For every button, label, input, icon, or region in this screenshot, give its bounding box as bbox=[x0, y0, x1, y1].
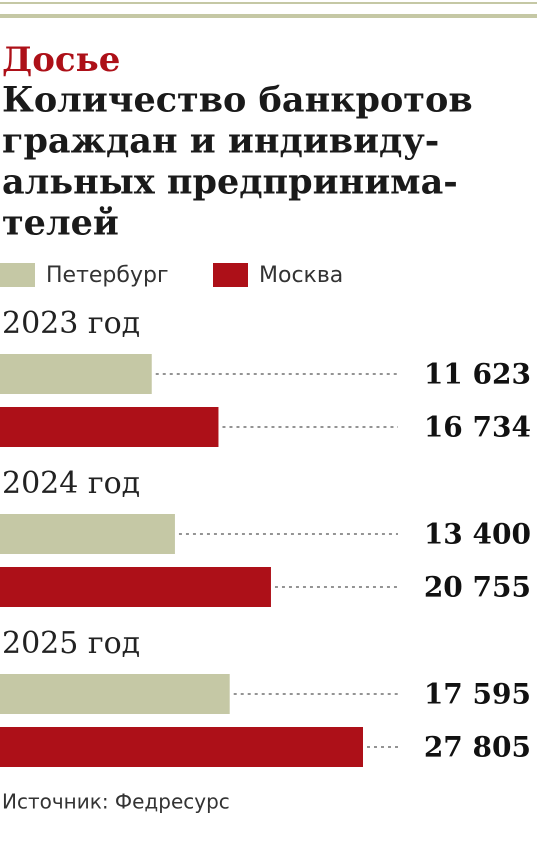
category-label: 2024 год bbox=[2, 466, 140, 501]
bar bbox=[0, 514, 175, 554]
legend-swatch bbox=[0, 263, 35, 287]
bar bbox=[0, 354, 152, 394]
plot: 2023 год 11 623 16 734 2024 год 13 400 20 755… bbox=[0, 306, 531, 767]
top-rule bbox=[0, 14, 537, 18]
title-line: граждан и индивиду- bbox=[2, 121, 439, 162]
value-label: 20 755 bbox=[424, 571, 531, 604]
title-line: альных предпринима- bbox=[2, 162, 458, 203]
bar bbox=[0, 727, 363, 767]
bar bbox=[0, 407, 219, 447]
legend-label: Петербург bbox=[46, 263, 169, 288]
source: Источник: Федресурс bbox=[2, 790, 230, 814]
value-label: 16 734 bbox=[424, 411, 531, 444]
value-label: 27 805 bbox=[424, 731, 531, 764]
value-label: 17 595 bbox=[424, 678, 531, 711]
category-label: 2023 год bbox=[2, 306, 140, 341]
value-label: 11 623 bbox=[424, 358, 531, 391]
legend-swatch bbox=[213, 263, 248, 287]
title-line: телей bbox=[2, 203, 119, 244]
subtitle: Досье bbox=[2, 40, 120, 80]
category-label: 2025 год bbox=[2, 626, 140, 661]
value-label: 13 400 bbox=[424, 518, 531, 551]
title-line: Количество банкротов bbox=[2, 80, 473, 121]
bar bbox=[0, 567, 271, 607]
bar bbox=[0, 674, 230, 714]
top-rule bbox=[0, 2, 537, 4]
legend-label: Москва bbox=[259, 263, 343, 288]
